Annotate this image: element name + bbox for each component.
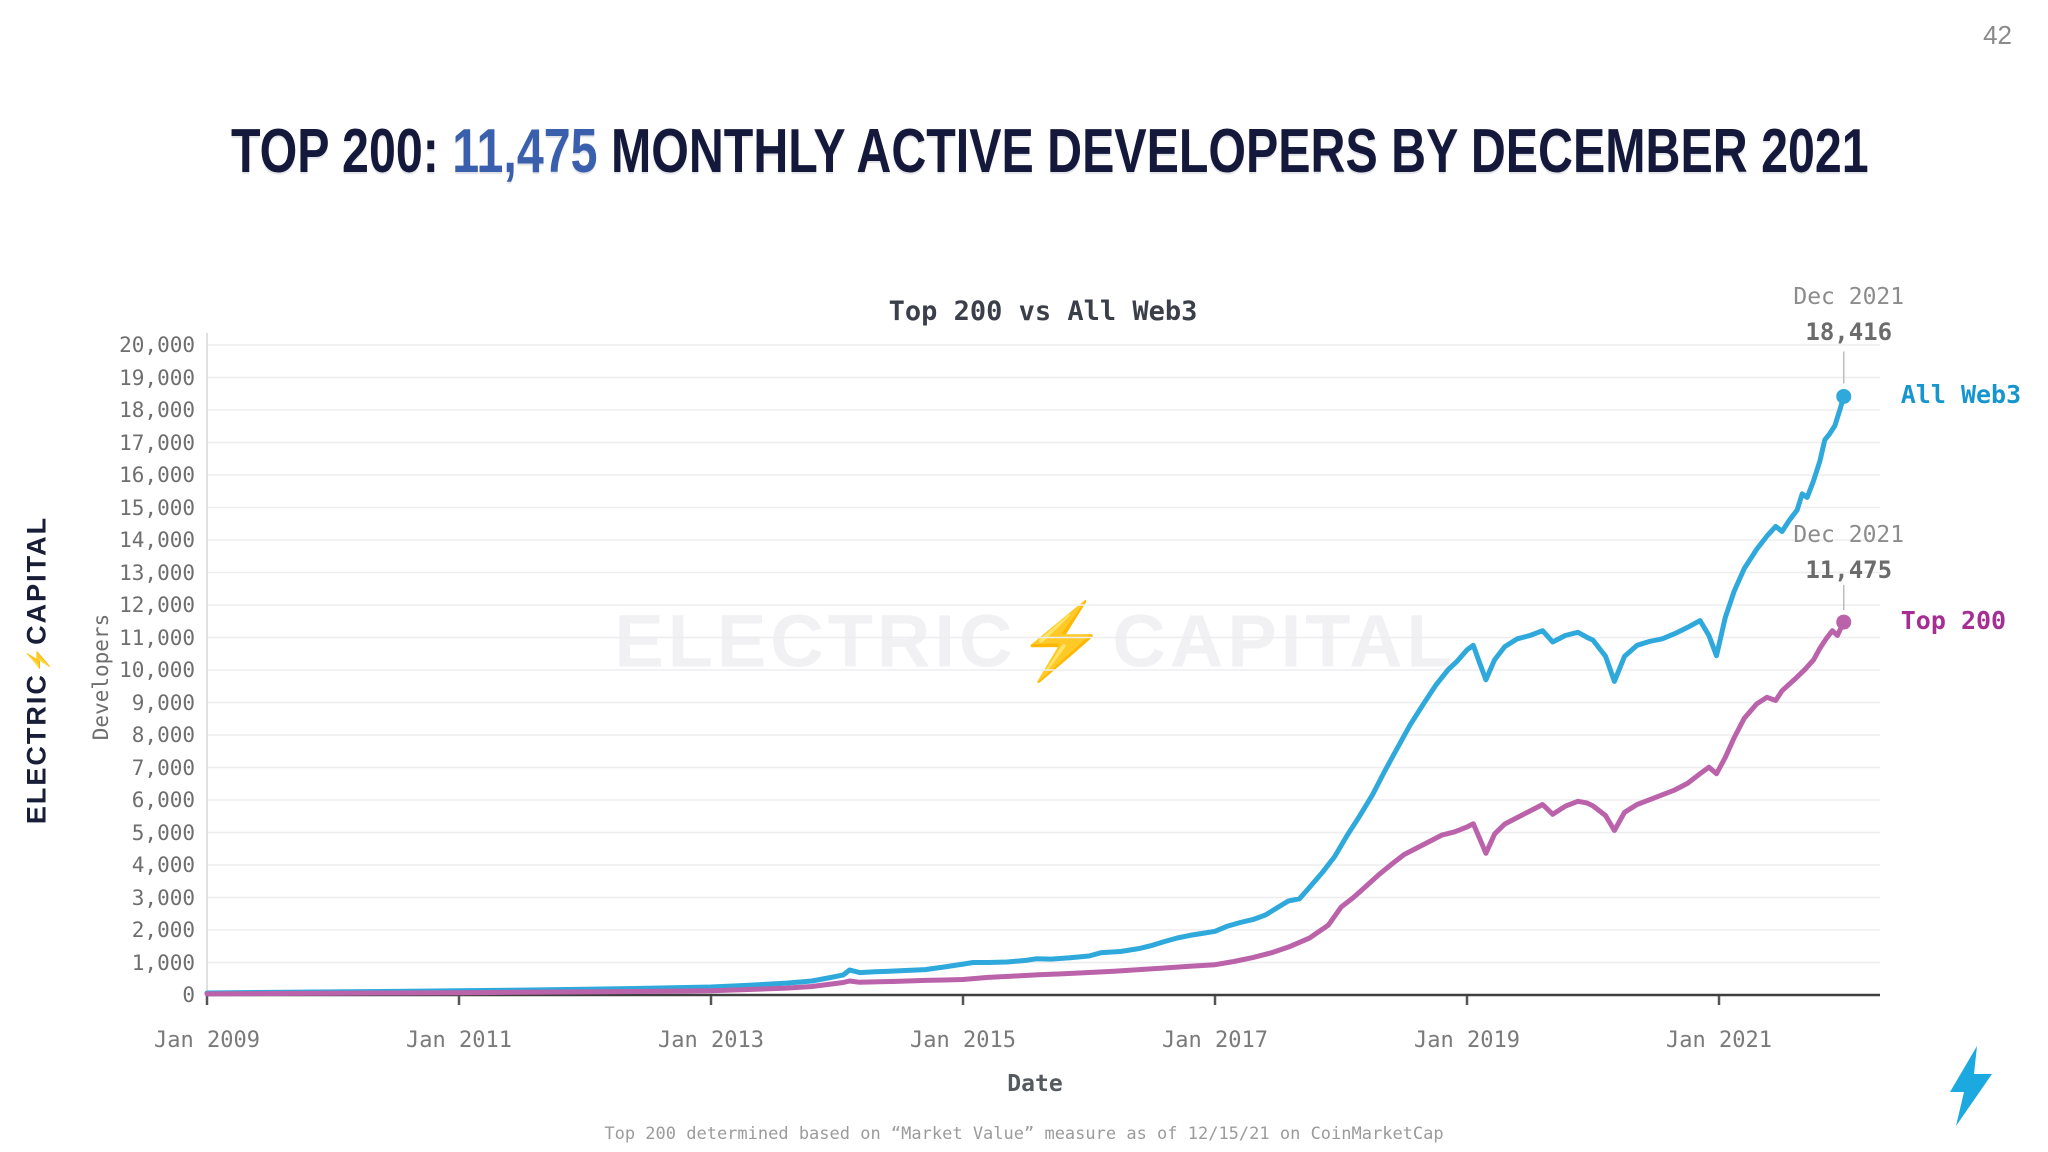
y-tick-label: 0 — [182, 983, 195, 1007]
y-tick-label: 1,000 — [131, 950, 195, 975]
y-tick-label: 14,000 — [119, 528, 195, 552]
series-label-all-web3: All Web3 — [1900, 380, 2022, 410]
x-tick-label: Jan 2011 — [406, 1028, 512, 1053]
series-end-dot — [1836, 388, 1852, 404]
y-tick-label: 13,000 — [119, 560, 195, 585]
slide-title-prefix: TOP 200: — [230, 117, 453, 186]
x-tick-label: Jan 2013 — [658, 1028, 764, 1053]
slide-title-suffix: MONTHLY ACTIVE DEVELOPERS BY DECEMBER 20… — [597, 117, 1869, 186]
y-tick-label: 6,000 — [131, 788, 195, 812]
chart-title: Top 200 vs All Web3 — [888, 296, 1198, 327]
electric-capital-watermark: ELECTRIC⚡CAPITAL — [614, 599, 1456, 683]
series-line-top-200 — [204, 619, 1847, 997]
x-tick-label: Jan 2015 — [910, 1028, 1016, 1053]
x-tick-label: Jan 2017 — [1162, 1028, 1268, 1053]
series-line-all-web3 — [204, 394, 1847, 996]
x-axis-label: Date — [1007, 1071, 1063, 1097]
x-tick-label: Jan 2009 — [154, 1028, 260, 1053]
y-tick-label: 8,000 — [131, 723, 195, 747]
y-tick-label: 2,000 — [131, 918, 195, 942]
footer-note: Top 200 determined based on “Market Valu… — [604, 1124, 1444, 1144]
y-tick-label: 10,000 — [119, 658, 195, 682]
x-tick-label: Jan 2021 — [1666, 1028, 1772, 1053]
page-number: 42 — [1983, 20, 2012, 50]
y-tick-label: 17,000 — [119, 430, 195, 455]
y-tick-label: 16,000 — [119, 463, 195, 487]
slide-title-highlight: 11,475 — [452, 117, 598, 186]
y-tick-label: 11,000 — [119, 625, 195, 650]
y-tick-label: 4,000 — [131, 853, 195, 877]
slide-title: TOP 200: 11,475 MONTHLY ACTIVE DEVELOPER… — [0, 116, 2048, 187]
x-tick-label: Jan 2019 — [1414, 1028, 1520, 1053]
y-tick-label: 18,000 — [119, 398, 195, 422]
annotation-date: Dec 2021 — [1793, 284, 1905, 311]
y-tick-label: 9,000 — [131, 690, 195, 715]
series-end-dot — [1836, 614, 1852, 630]
annotation-value: 11,475 — [1805, 556, 1893, 585]
series-label-top-200: Top 200 — [1900, 606, 2007, 636]
y-tick-label: 19,000 — [119, 365, 195, 390]
y-tick-label: 12,000 — [119, 593, 195, 617]
lightning-bolt-icon — [1950, 1046, 1992, 1126]
y-tick-label: 5,000 — [131, 820, 195, 845]
annotation-value: 18,416 — [1805, 318, 1893, 347]
y-tick-label: 7,000 — [131, 755, 195, 780]
annotation-date: Dec 2021 — [1793, 522, 1905, 549]
y-tick-label: 3,000 — [131, 885, 195, 910]
y-tick-label: 15,000 — [119, 495, 195, 520]
y-tick-label: 20,000 — [119, 333, 195, 357]
